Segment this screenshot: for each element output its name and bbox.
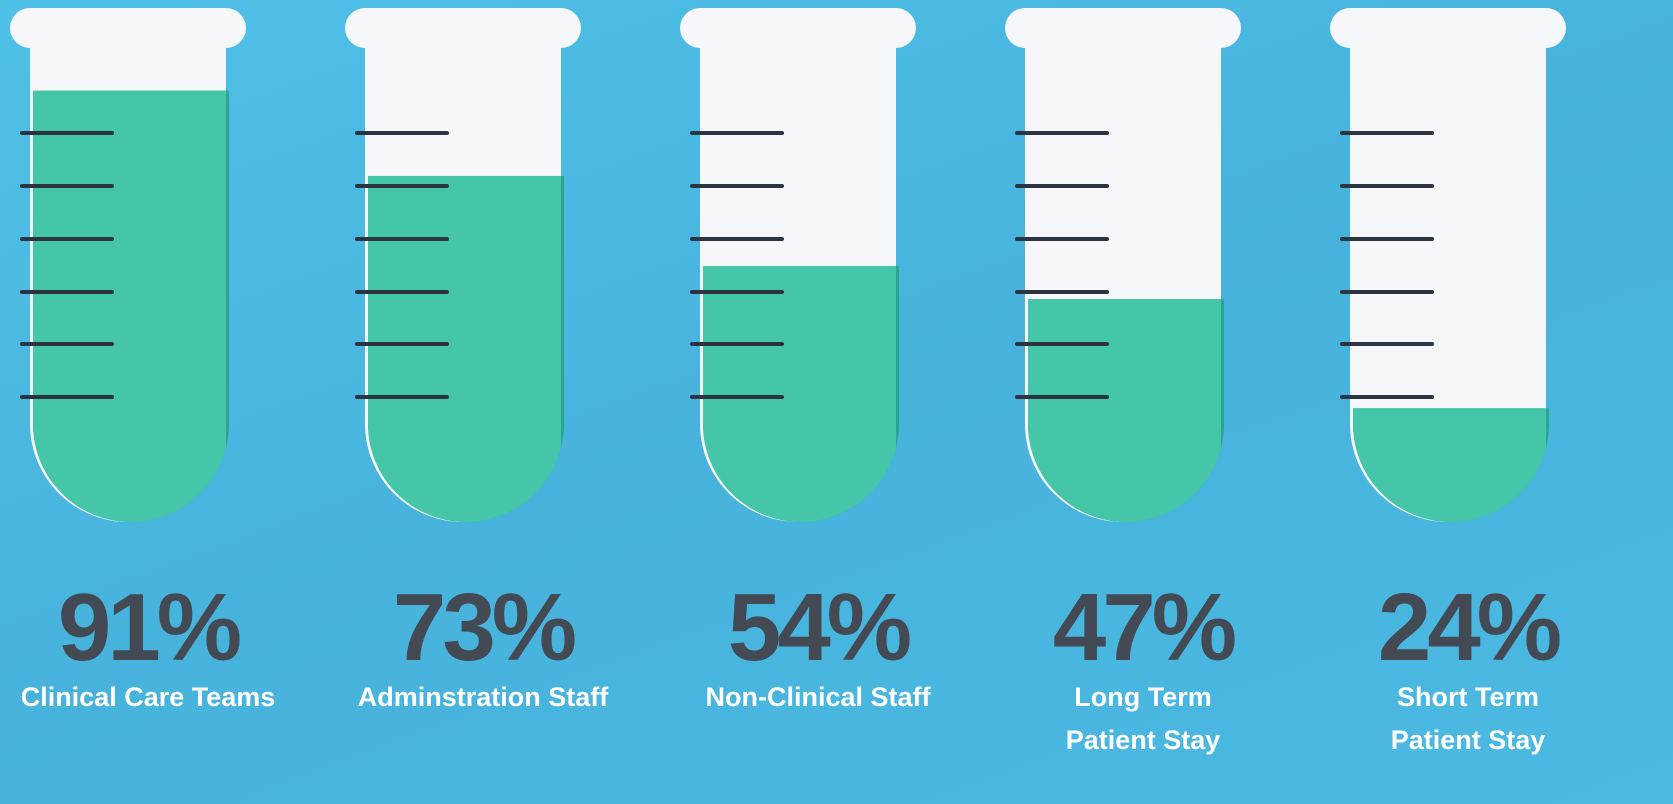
- value-label: 54%: [728, 574, 910, 681]
- tube-cap: [345, 8, 581, 48]
- liquid: [33, 90, 229, 522]
- tube-cap: [1330, 8, 1566, 48]
- bar: [368, 175, 561, 522]
- tube-cap: [1005, 8, 1241, 48]
- category-label: Short Term Patient Stay: [1390, 682, 1546, 755]
- tube-cap: [10, 8, 246, 48]
- value-label: 91%: [58, 574, 240, 681]
- category-label: Adminstration Staff: [357, 682, 609, 712]
- value-label: 24%: [1378, 574, 1560, 681]
- category-label: Clinical Care Teams: [20, 682, 276, 712]
- category-label: Long Term Patient Stay: [1065, 682, 1221, 755]
- liquid: [1353, 408, 1549, 522]
- bar: [703, 266, 896, 522]
- value-label: 73%: [393, 574, 575, 681]
- liquid: [1028, 299, 1224, 522]
- value-label: 47%: [1053, 574, 1235, 681]
- bar: [33, 90, 226, 522]
- category-label: Non-Clinical Staff: [705, 682, 931, 712]
- tube-cap: [680, 8, 916, 48]
- liquid: [368, 175, 564, 522]
- tube: [1350, 48, 1546, 522]
- bar: [1353, 408, 1546, 522]
- bar: [1028, 299, 1221, 522]
- liquid: [703, 266, 899, 522]
